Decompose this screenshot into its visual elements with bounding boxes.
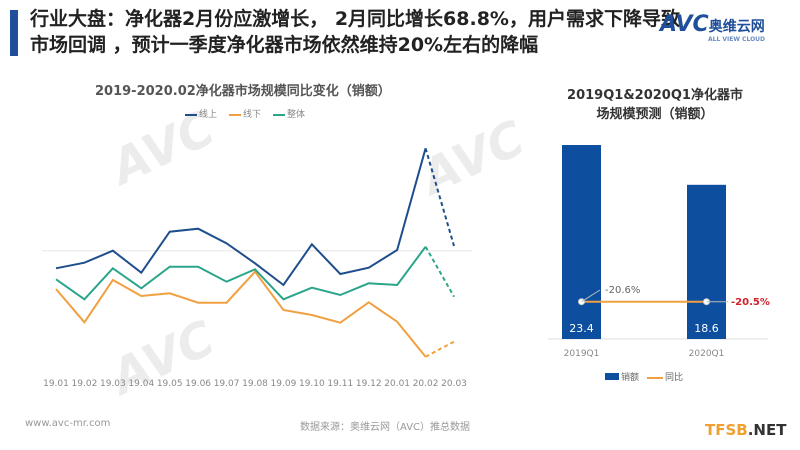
legend-item-overall: 整体 [273,107,305,120]
legend-item-sales: 销额 [605,370,639,383]
x-tick-label: 19.09 [271,379,297,389]
x-tick-label: 19.06 [185,379,211,389]
forecast-line-整体 [424,246,455,298]
bar-legend: 销额 同比 [605,370,683,383]
bar-2019Q1 [562,145,601,339]
yoy-label: -20.5% [731,297,770,308]
bar-value-label: 18.6 [694,322,719,335]
x-tick-label: 19.08 [242,379,268,389]
x-tick-label: 19.04 [128,379,154,389]
legend-item-online: 线上 [185,107,217,120]
data-source: 数据来源：奥维云网（AVC）推总数据 [300,422,471,433]
x-tick-label: 19.11 [327,379,353,389]
line-chart-title: 2019-2020.02净化器市场规模同比变化（销额） [95,84,391,99]
x-tick-label: 19.03 [100,379,126,389]
bar-2020Q1 [687,184,726,339]
website: www.avc-mr.com [25,418,111,429]
title-accent-bar [10,10,18,56]
yoy-label: -20.6% [605,285,640,296]
bar-category-label: 2020Q1 [689,349,725,359]
bar-chart-title: 2019Q1&2020Q1净化器市场规模预测（销额） [567,88,743,122]
series-line-线上 [55,148,427,287]
legend-item-offline: 线下 [229,107,261,120]
x-tick-label: 19.10 [299,379,325,389]
x-tick-label: 19.02 [72,379,98,389]
x-tick-label: 19.07 [214,379,240,389]
x-tick-label: 19.05 [157,379,183,389]
x-tick-label: 20.02 [413,379,439,389]
avc-logo: AVC奥维云网 ALL VIEW CLOUD [660,12,766,43]
series-line-线下 [55,270,427,358]
bar-category-label: 2019Q1 [564,349,600,359]
legend-item-yoy: 同比 [647,370,683,383]
series-line-整体 [55,246,427,301]
x-tick-label: 20.01 [384,379,410,389]
x-tick-label: 20.03 [441,379,467,389]
bar-value-label: 23.4 [569,322,594,335]
forecast-line-线上 [424,148,455,247]
page-title: 行业大盘：净化器2月份应激增长， 2月同比增长68.8%，用户需求下降导致市场回… [30,8,680,56]
tfsb-logo: TFSB.NET [705,421,787,439]
label-leader [581,289,601,303]
line-legend: 线上 线下 整体 [185,107,305,120]
x-tick-label: 19.12 [356,379,382,389]
forecast-line-线下 [425,340,455,358]
x-tick-label: 19.01 [43,379,69,389]
